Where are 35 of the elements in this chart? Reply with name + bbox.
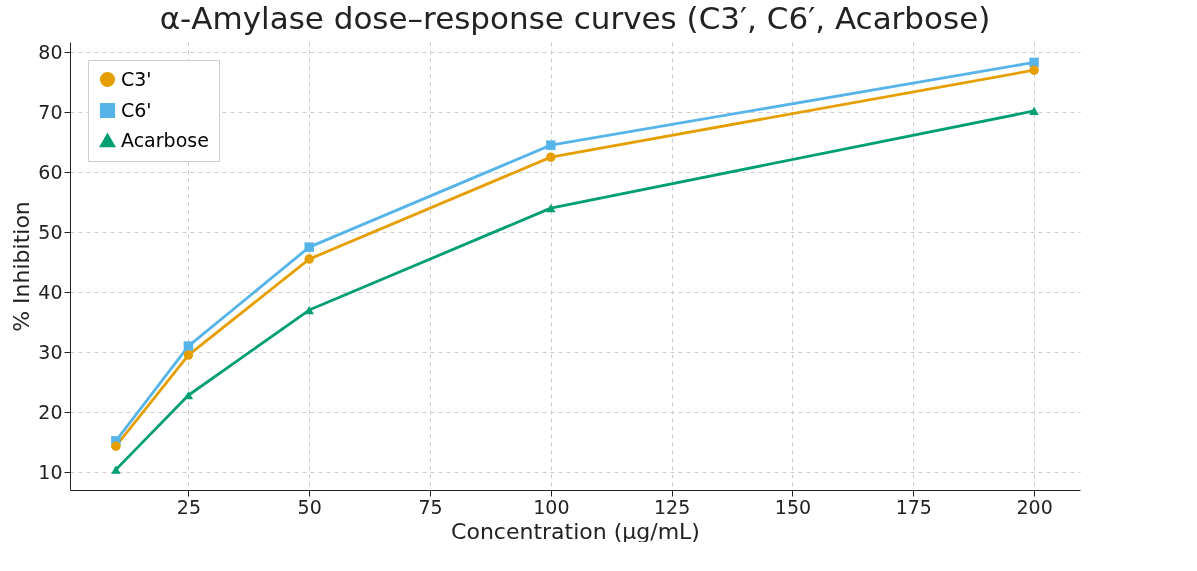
x-tick-label: 150 — [774, 495, 812, 518]
point — [546, 140, 556, 150]
y-tick-label: 50 — [38, 220, 63, 243]
x-tick-label: 75 — [418, 495, 443, 518]
point — [111, 441, 121, 451]
chart-title: α-Amylase dose–response curves (C3′, C6′, Acarbose) — [159, 0, 991, 36]
y-tick-label: 70 — [38, 100, 63, 123]
point — [111, 465, 121, 474]
x-tick-label: 100 — [533, 495, 570, 518]
x-tick-label: 175 — [895, 495, 932, 518]
point — [1029, 106, 1039, 116]
legend-label: C3' — [121, 67, 152, 90]
point — [304, 242, 314, 252]
point — [183, 350, 194, 360]
point — [304, 305, 314, 315]
point — [546, 152, 556, 162]
x-tick-label: 25 — [176, 495, 201, 518]
point — [1029, 65, 1039, 75]
y-tick-label: 60 — [38, 160, 63, 183]
legend-label: Acarbose — [121, 128, 209, 151]
point — [183, 391, 194, 400]
x-tick-label: 125 — [654, 495, 691, 518]
y-tick-label: 20 — [38, 400, 63, 423]
y-tick-label: 80 — [38, 40, 63, 63]
y-tick-label: 10 — [38, 460, 63, 483]
y-tick-label: 40 — [38, 280, 63, 303]
point — [546, 204, 556, 213]
x-tick-label: 50 — [297, 495, 322, 518]
y-axis-title: % Inhibition — [9, 201, 35, 332]
y-tick-label: 30 — [38, 340, 63, 363]
legend-label: C6' — [121, 98, 152, 121]
point — [304, 254, 314, 264]
x-tick-label: 200 — [1016, 495, 1053, 518]
point — [1029, 57, 1039, 68]
point — [183, 341, 194, 351]
